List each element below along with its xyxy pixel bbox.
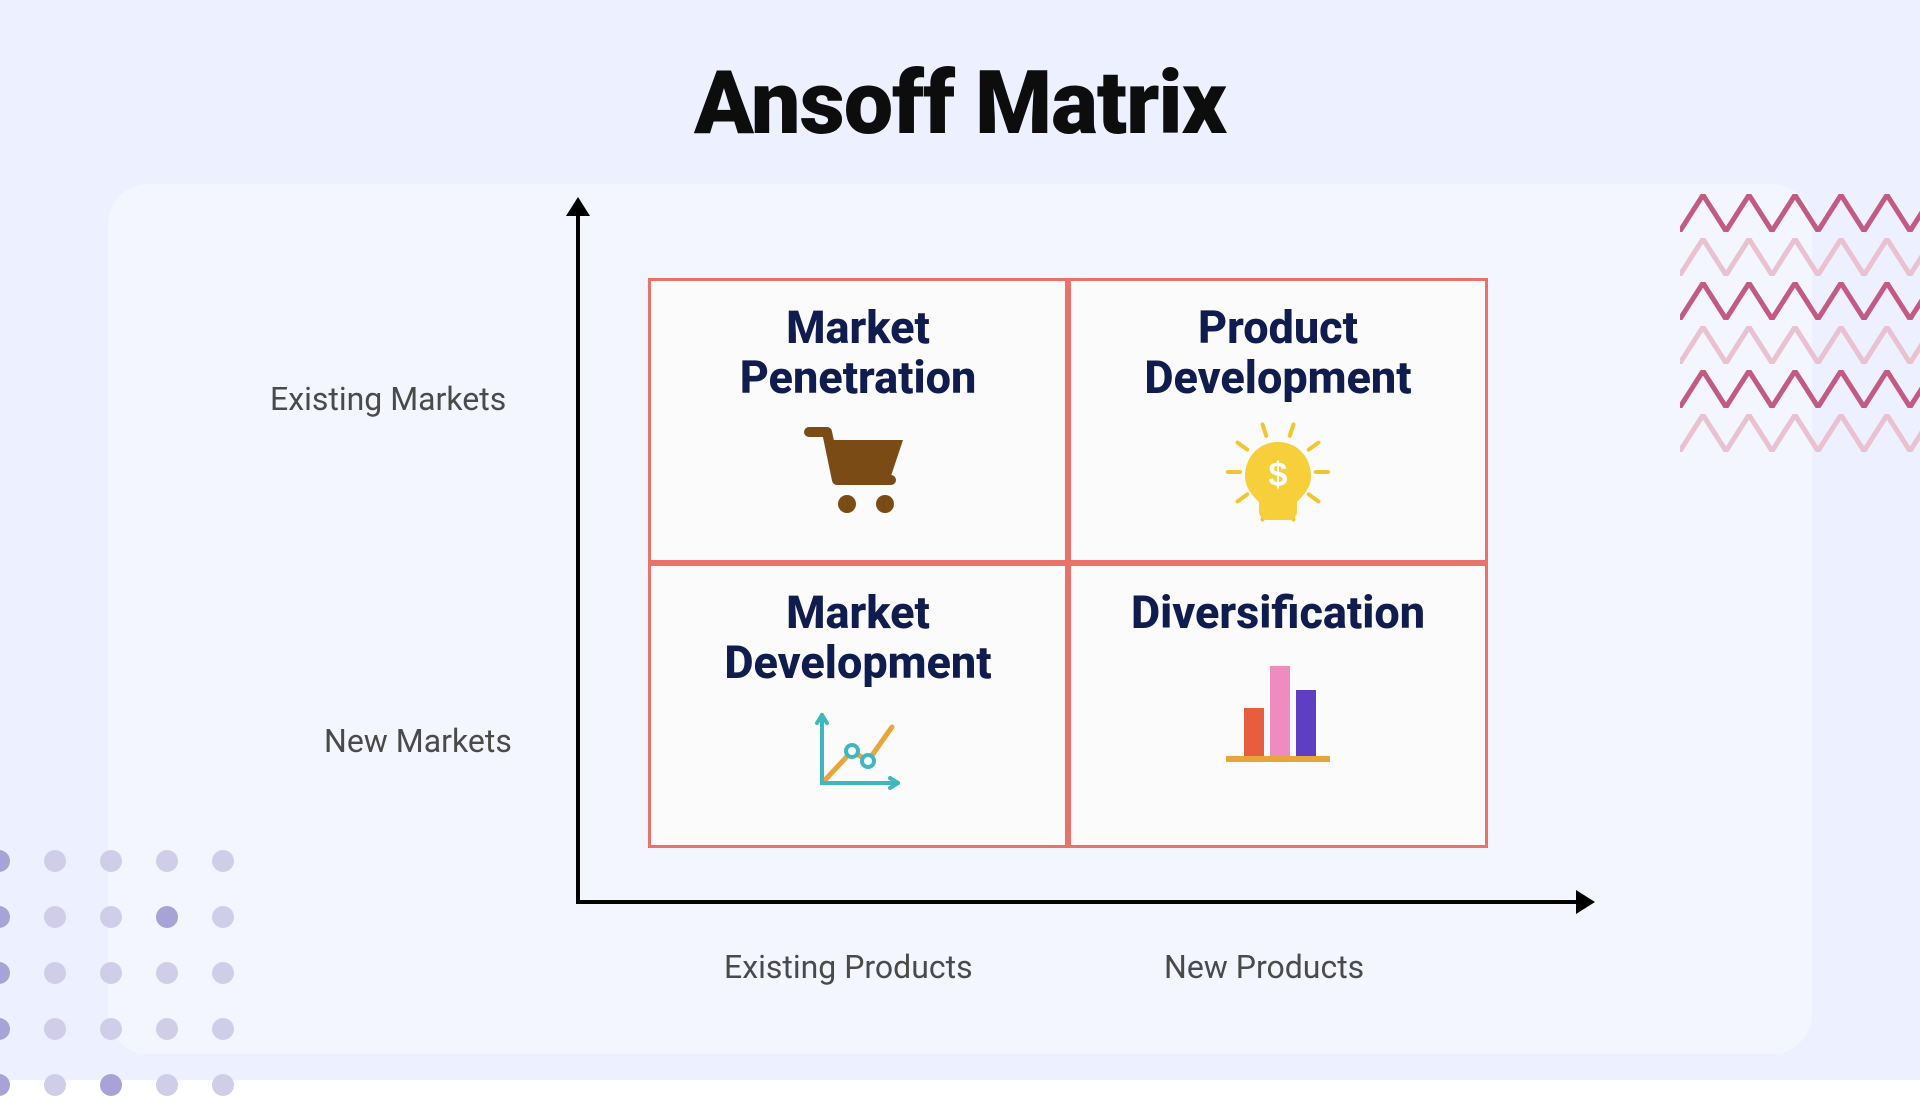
dot-icon — [156, 1074, 178, 1096]
dot-icon — [0, 1018, 10, 1040]
dot-icon — [0, 906, 10, 928]
zigzag-decor — [1680, 194, 1920, 458]
dot-icon — [212, 906, 234, 928]
quadrant-product-development: Product Development $ — [1068, 278, 1488, 563]
quadrant-title-line1: Product — [1198, 301, 1358, 354]
y-axis-label-existing-markets: Existing Markets — [270, 380, 506, 418]
page: Ansoff Matrix Market Penetration Product… — [0, 0, 1920, 1080]
quadrant-title-line2: Development — [724, 636, 991, 689]
y-axis-arrow-icon — [566, 197, 590, 216]
x-axis-arrow-icon — [1576, 890, 1595, 914]
quadrant-market-penetration: Market Penetration — [648, 278, 1068, 563]
dot-icon — [100, 1074, 122, 1096]
x-axis — [576, 900, 1578, 904]
dot-icon — [212, 1018, 234, 1040]
quadrant-diversification: Diversification — [1068, 563, 1488, 848]
quadrant-title: Product Development — [1144, 303, 1411, 404]
lightbulb-icon: $ — [1223, 422, 1333, 532]
dot-icon — [212, 850, 234, 872]
quadrant-title-line2: Development — [1144, 351, 1411, 404]
quadrant-title-line1: Market — [786, 301, 930, 354]
dot-icon — [0, 1074, 10, 1096]
zigzag-icon — [1680, 194, 1920, 232]
zigzag-icon — [1680, 370, 1920, 408]
quadrant-title-line1: Diversification — [1131, 586, 1425, 639]
dot-icon — [100, 906, 122, 928]
y-axis — [576, 216, 580, 902]
quadrant-title-line1: Market — [786, 586, 930, 639]
cart-icon — [803, 422, 913, 522]
dot-icon — [156, 1018, 178, 1040]
svg-text:$: $ — [1269, 456, 1288, 494]
quadrant-market-development: Market Development — [648, 563, 1068, 848]
dot-icon — [212, 962, 234, 984]
bar-chart-icon — [1218, 656, 1338, 766]
dot-icon — [44, 1018, 66, 1040]
dot-icon — [156, 850, 178, 872]
dot-icon — [0, 962, 10, 984]
quadrant-title: Market Development — [724, 588, 991, 689]
quadrant-title: Diversification — [1131, 588, 1425, 638]
x-axis-label-existing-products: Existing Products — [724, 948, 973, 986]
zigzag-icon — [1680, 414, 1920, 452]
line-chart-icon — [808, 707, 908, 797]
dot-icon — [156, 906, 178, 928]
dots-decor — [0, 850, 234, 1096]
dot-icon — [44, 962, 66, 984]
page-title: Ansoff Matrix — [0, 52, 1920, 155]
zigzag-icon — [1680, 326, 1920, 364]
dot-icon — [44, 906, 66, 928]
dot-icon — [100, 850, 122, 872]
dot-icon — [44, 1074, 66, 1096]
dot-icon — [100, 1018, 122, 1040]
dot-icon — [0, 850, 10, 872]
dot-icon — [100, 962, 122, 984]
zigzag-icon — [1680, 238, 1920, 276]
quadrant-title: Market Penetration — [740, 303, 977, 404]
dot-icon — [212, 1074, 234, 1096]
x-axis-label-new-products: New Products — [1164, 948, 1364, 986]
dot-icon — [44, 850, 66, 872]
dot-icon — [156, 962, 178, 984]
quadrant-title-line2: Penetration — [740, 351, 977, 404]
y-axis-label-new-markets: New Markets — [324, 722, 512, 760]
zigzag-icon — [1680, 282, 1920, 320]
ansoff-matrix: Market Penetration Product Development $… — [648, 278, 1488, 848]
